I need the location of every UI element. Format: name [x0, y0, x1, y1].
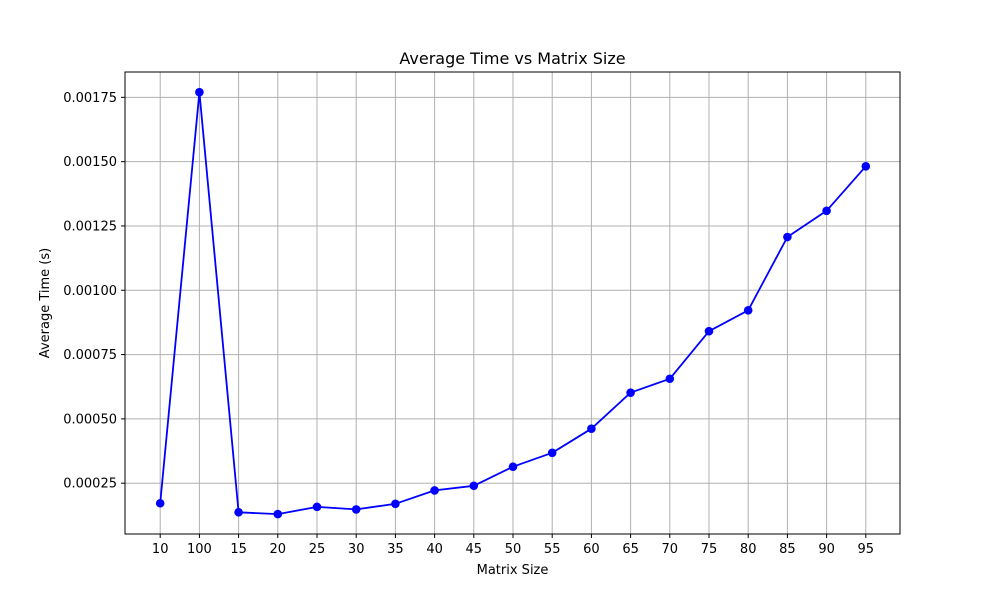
x-tick-label: 35: [387, 542, 404, 557]
data-point: [508, 462, 518, 472]
x-tick-label: 20: [270, 542, 287, 557]
y-tick-label: 0.00125: [63, 219, 117, 234]
grid: [125, 72, 900, 534]
x-tick-label: 10: [152, 542, 169, 557]
y-tick-label: 0.00150: [63, 155, 117, 170]
x-tick-label: 30: [348, 542, 365, 557]
data-point: [155, 498, 165, 508]
x-axis-label: Matrix Size: [477, 563, 549, 578]
x-tick-label: 75: [701, 542, 718, 557]
y-axis: 0.00025 0.00050 0.00075 0.00100 0.00125 0.001…: [63, 91, 125, 492]
x-tick-label: 85: [779, 542, 796, 557]
data-point: [273, 509, 283, 519]
data-point: [626, 388, 635, 397]
x-tick-label: 100: [187, 542, 212, 557]
data-point: [195, 87, 204, 97]
data-point: [312, 502, 322, 512]
x-tick-label: 90: [818, 542, 835, 557]
x-tick-label: 70: [662, 542, 679, 557]
data-point: [704, 326, 714, 336]
x-tick-label: 50: [505, 542, 522, 557]
x-tick-label: 65: [622, 542, 639, 557]
x-axis: 10 100 15 20 25 30 35 40 45 50 55 60 65 70 75 80 85 90 95: [152, 534, 874, 557]
data-point: [469, 481, 479, 491]
x-tick-label: 40: [426, 542, 443, 557]
data-point: [665, 374, 675, 384]
data-point: [547, 448, 557, 458]
series: [155, 87, 871, 519]
x-tick-label: 60: [583, 542, 600, 557]
y-axis-label: Average Time (s): [38, 248, 53, 358]
data-point: [587, 424, 596, 433]
y-tick-label: 0.00025: [63, 477, 117, 492]
y-tick-label: 0.00050: [63, 412, 117, 427]
x-tick-label: 80: [740, 542, 757, 557]
y-tick-label: 0.00100: [63, 284, 117, 299]
y-tick-label: 0.00175: [63, 91, 117, 106]
data-point: [430, 486, 439, 495]
x-tick-label: 25: [309, 542, 326, 557]
data-point: [391, 499, 400, 509]
data-point: [783, 232, 792, 242]
data-point: [822, 206, 831, 216]
data-point: [234, 507, 243, 517]
x-tick-label: 45: [466, 542, 483, 557]
data-point: [351, 505, 361, 514]
data-point: [743, 306, 753, 315]
x-tick-label: 15: [230, 542, 247, 557]
x-tick-label: 95: [858, 542, 875, 557]
data-point: [861, 161, 871, 171]
chart-title: Average Time vs Matrix Size: [399, 49, 625, 68]
x-tick-label: 55: [544, 542, 561, 557]
y-tick-label: 0.00075: [63, 348, 117, 363]
